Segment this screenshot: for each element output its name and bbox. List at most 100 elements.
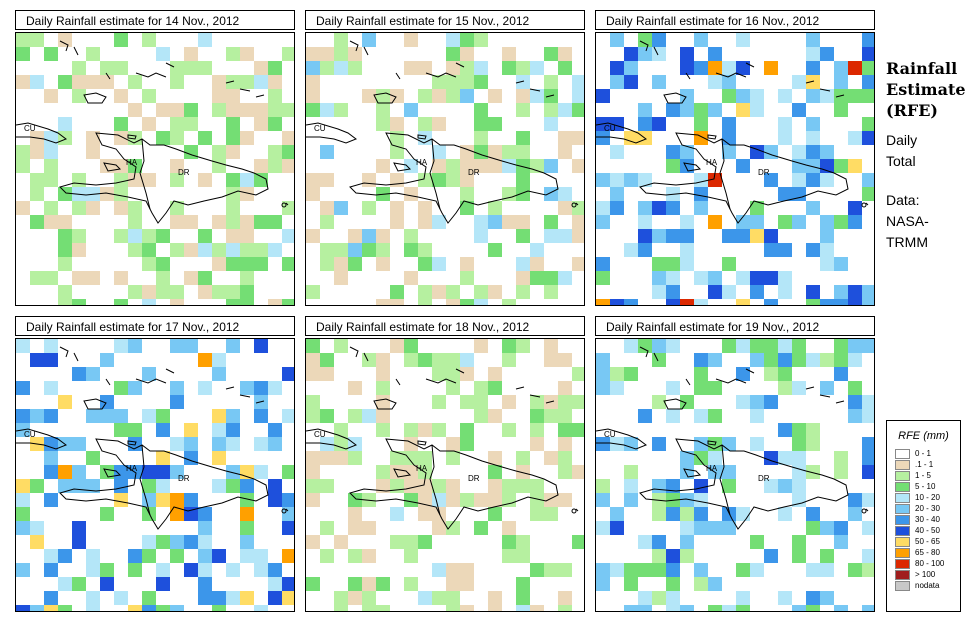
rainfall-cell xyxy=(778,367,792,381)
rainfall-cell xyxy=(544,451,558,465)
rainfall-cell xyxy=(474,75,488,89)
rainfall-cell xyxy=(306,229,320,243)
rainfall-cell xyxy=(446,47,460,61)
rainfall-cell xyxy=(418,535,432,549)
rainfall-cell xyxy=(516,173,530,187)
rainfall-cell xyxy=(474,61,488,75)
rainfall-cell xyxy=(474,521,488,535)
rainfall-cell xyxy=(596,257,610,271)
rainfall-cell xyxy=(792,605,806,611)
rainfall-cell xyxy=(240,215,254,229)
rainfall-cell xyxy=(156,535,170,549)
rainfall-cell xyxy=(16,409,30,423)
rainfall-cell xyxy=(764,395,778,409)
rainfall-cell xyxy=(432,395,446,409)
rainfall-cell xyxy=(558,591,572,605)
rainfall-cell xyxy=(862,465,874,479)
rainfall-cell xyxy=(16,563,30,577)
rainfall-cell xyxy=(198,521,212,535)
rainfall-cell xyxy=(114,479,128,493)
rainfall-cell xyxy=(530,257,544,271)
rainfall-cell xyxy=(254,61,268,75)
rainfall-cell xyxy=(58,243,72,257)
rainfall-cell xyxy=(184,243,198,257)
rainfall-cell xyxy=(460,423,474,437)
rainfall-cell xyxy=(736,229,750,243)
rainfall-cell xyxy=(806,285,820,299)
rainfall-cell xyxy=(820,173,834,187)
rainfall-cell xyxy=(708,605,722,611)
rainfall-cell xyxy=(558,493,572,507)
rainfall-cell xyxy=(558,131,572,145)
rainfall-cell xyxy=(680,521,694,535)
rainfall-cell xyxy=(44,465,58,479)
tortuga-coastline xyxy=(707,440,717,446)
rainfall-cell xyxy=(750,535,764,549)
rainfall-cell xyxy=(170,437,184,451)
rainfall-cell xyxy=(86,271,100,285)
rainfall-cell xyxy=(834,75,848,89)
rainfall-cell xyxy=(376,479,390,493)
rainfall-cell xyxy=(156,103,170,117)
rainfall-cell xyxy=(502,299,516,305)
rainfall-cell xyxy=(362,243,376,257)
dr-label: DR xyxy=(178,474,190,483)
rainfall-cell xyxy=(460,257,474,271)
rainfall-cell xyxy=(72,521,86,535)
rainfall-cell xyxy=(764,173,778,187)
rainfall-cell xyxy=(404,103,418,117)
rainfall-cell xyxy=(362,409,376,423)
rainfall-cell xyxy=(596,437,610,451)
rainfall-cell xyxy=(544,507,558,521)
rainfall-cell xyxy=(624,131,638,145)
rainfall-map: CU HA DR xyxy=(305,338,585,612)
rainfall-cell xyxy=(806,353,820,367)
rainfall-cell xyxy=(362,549,376,563)
rainfall-cell xyxy=(652,285,666,299)
rainfall-cell xyxy=(320,215,334,229)
rainfall-cell xyxy=(254,605,268,611)
rainfall-cell xyxy=(404,243,418,257)
rainfall-cell xyxy=(268,591,282,605)
rainfall-cell xyxy=(58,577,72,591)
period-line: Total xyxy=(886,153,916,169)
rainfall-cell xyxy=(750,89,764,103)
rainfall-cell xyxy=(652,75,666,89)
rainfall-cell xyxy=(198,563,212,577)
rainfall-cell xyxy=(30,479,44,493)
tortuga-coastline xyxy=(127,440,137,446)
rainfall-cell xyxy=(862,339,874,353)
rainfall-cell xyxy=(572,229,584,243)
rainfall-cell xyxy=(58,465,72,479)
rainfall-cell xyxy=(44,159,58,173)
rainfall-cell xyxy=(722,145,736,159)
rainfall-cell xyxy=(666,103,680,117)
rainfall-cell xyxy=(544,563,558,577)
rainfall-cell xyxy=(390,451,404,465)
rainfall-cell xyxy=(404,577,418,591)
hisp-coastline xyxy=(349,438,559,530)
rainfall-cell xyxy=(226,339,240,353)
rainfall-cell xyxy=(376,465,390,479)
rainfall-cell xyxy=(30,521,44,535)
rainfall-cell xyxy=(348,47,362,61)
rainfall-cell xyxy=(100,409,114,423)
rainfall-cell xyxy=(376,367,390,381)
rainfall-cell xyxy=(722,61,736,75)
haiti-label: HA xyxy=(126,464,138,473)
hisp-coastline xyxy=(59,132,269,224)
rainfall-cell xyxy=(240,47,254,61)
rainfall-cell xyxy=(764,299,778,305)
rainfall-cell xyxy=(834,257,848,271)
legend-item: 20 - 30 xyxy=(895,503,960,514)
rainfall-cell xyxy=(282,47,294,61)
rainfall-cell xyxy=(58,33,72,47)
rainfall-cell xyxy=(558,145,572,159)
rainfall-cell xyxy=(58,229,72,243)
rainfall-cell xyxy=(624,437,638,451)
rainfall-cell xyxy=(652,549,666,563)
rainfall-cell xyxy=(610,299,624,305)
rainfall-cell xyxy=(432,367,446,381)
rainfall-cell xyxy=(268,159,282,173)
rainfall-cell xyxy=(446,173,460,187)
